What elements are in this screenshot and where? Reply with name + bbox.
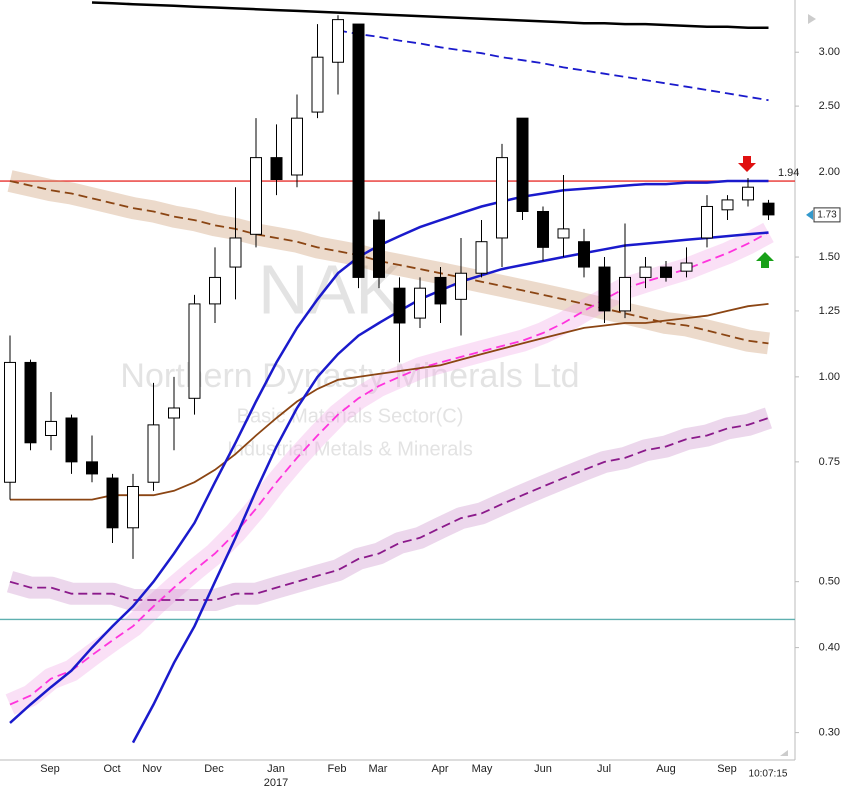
- candle-body: [516, 117, 529, 212]
- last-price-pointer: [806, 209, 813, 220]
- candle-body: [209, 276, 221, 305]
- watermark-sector: Basic Materials Sector(C): [237, 405, 464, 427]
- candle-body: [86, 461, 98, 475]
- x-tick-label: Mar: [369, 763, 388, 775]
- candle-body: [106, 477, 119, 529]
- y-tick-label: 2.00: [819, 166, 840, 178]
- indicator-line: [131, 231, 769, 744]
- x-tick-label: Jul: [597, 763, 611, 775]
- x-tick-label: Dec: [204, 763, 224, 775]
- x-tick-label: Nov: [142, 763, 162, 775]
- watermark-industry: Industrial Metals & Minerals: [227, 438, 473, 460]
- candle-body: [742, 186, 754, 201]
- x-tick-label: Sep: [717, 763, 737, 775]
- last-price-box: [813, 207, 841, 223]
- candle-body: [45, 420, 57, 436]
- y-tick-label: 1.50: [819, 251, 840, 263]
- candle-body: [352, 23, 365, 278]
- candle-body: [475, 241, 488, 274]
- candle-body: [721, 199, 734, 211]
- candle-body: [557, 228, 570, 239]
- candle-body: [188, 303, 201, 399]
- indicator-line: [9, 179, 769, 724]
- candle-body: [762, 202, 775, 216]
- candle-body: [270, 157, 283, 181]
- indicator-line: [337, 29, 769, 102]
- candle-body: [65, 417, 78, 463]
- candle-body: [455, 272, 467, 300]
- candle-body: [660, 266, 672, 278]
- year-label: 2017: [264, 777, 288, 789]
- y-tick-label: 0.40: [819, 642, 840, 654]
- indicator-line: [9, 417, 769, 601]
- candle-body: [250, 157, 262, 235]
- y-tick-label: 0.75: [819, 456, 840, 468]
- x-tick-label: Sep: [40, 763, 60, 775]
- y-tick-label: 0.50: [819, 576, 840, 588]
- x-tick-label: May: [472, 763, 493, 775]
- y-tick-label: 0.30: [819, 727, 840, 739]
- y-tick-label: 1.25: [819, 305, 840, 317]
- candle-body: [598, 266, 611, 312]
- x-tick-label: Feb: [328, 763, 347, 775]
- time-label: 10:07:15: [749, 769, 788, 780]
- candle-body: [496, 157, 508, 239]
- candle-body: [332, 19, 344, 63]
- y-tick-label: 2.50: [819, 100, 840, 112]
- x-tick-label: Aug: [656, 763, 676, 775]
- candle-body: [229, 237, 242, 268]
- candle-body: [373, 219, 385, 278]
- horizontal-line-label: 1.94: [778, 167, 799, 179]
- candle-body: [680, 262, 693, 272]
- candle-body: [311, 56, 324, 113]
- indicator-line: [9, 231, 769, 706]
- candle-body: [619, 276, 631, 312]
- resize-icon[interactable]: [780, 750, 788, 756]
- y-tick-label: 3.00: [819, 46, 840, 58]
- candle-body: [414, 287, 426, 319]
- candle-body: [639, 266, 652, 278]
- indicator-line: [91, 1, 769, 29]
- candle-body: [168, 407, 180, 419]
- candle-body: [147, 424, 160, 483]
- x-tick-label: Jun: [534, 763, 552, 775]
- indicator-line: [9, 180, 769, 345]
- last-price-label: 1.73: [817, 210, 837, 221]
- scroll-icon[interactable]: [808, 14, 816, 24]
- buy-arrow: [756, 252, 774, 268]
- candle-body: [4, 361, 16, 483]
- candle-body: [578, 241, 590, 268]
- candle-body: [291, 117, 303, 176]
- x-tick-label: Oct: [103, 763, 120, 775]
- x-tick-label: Jan: [267, 763, 285, 775]
- candle-body: [537, 210, 549, 248]
- candle-body: [24, 361, 37, 444]
- candle-body: [434, 276, 447, 305]
- candle-body: [127, 485, 139, 529]
- x-tick-label: Apr: [431, 763, 448, 775]
- candle-body: [393, 287, 406, 324]
- candle-body: [701, 205, 713, 239]
- sell-arrow: [738, 156, 756, 172]
- y-tick-label: 1.00: [819, 371, 840, 383]
- plot: 0.30 0.40 0.50 0.75 1.00 1.25 1.50 2.00 2.50 3.00…: [0, 1, 841, 789]
